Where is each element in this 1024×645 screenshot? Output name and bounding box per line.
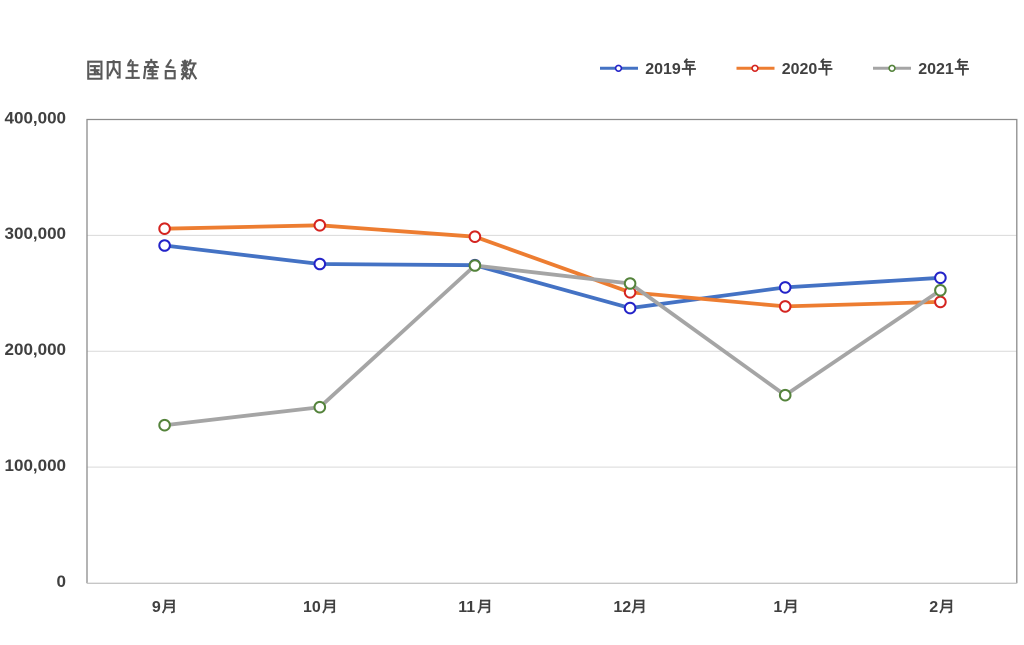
svg-text:9: 9 (152, 599, 161, 616)
svg-text:2021: 2021 (918, 61, 954, 78)
svg-text:300,000: 300,000 (5, 224, 66, 243)
svg-text:400,000: 400,000 (5, 108, 66, 127)
svg-text:2: 2 (929, 599, 938, 616)
svg-text:100,000: 100,000 (5, 456, 66, 475)
svg-text:12: 12 (613, 599, 631, 616)
svg-text:2019: 2019 (645, 61, 681, 78)
svg-text:11: 11 (458, 599, 475, 616)
svg-text:0: 0 (57, 572, 66, 591)
svg-text:200,000: 200,000 (5, 340, 66, 359)
svg-text:10: 10 (303, 599, 321, 616)
svg-text:1: 1 (773, 599, 782, 616)
svg-text:2020: 2020 (782, 61, 818, 78)
